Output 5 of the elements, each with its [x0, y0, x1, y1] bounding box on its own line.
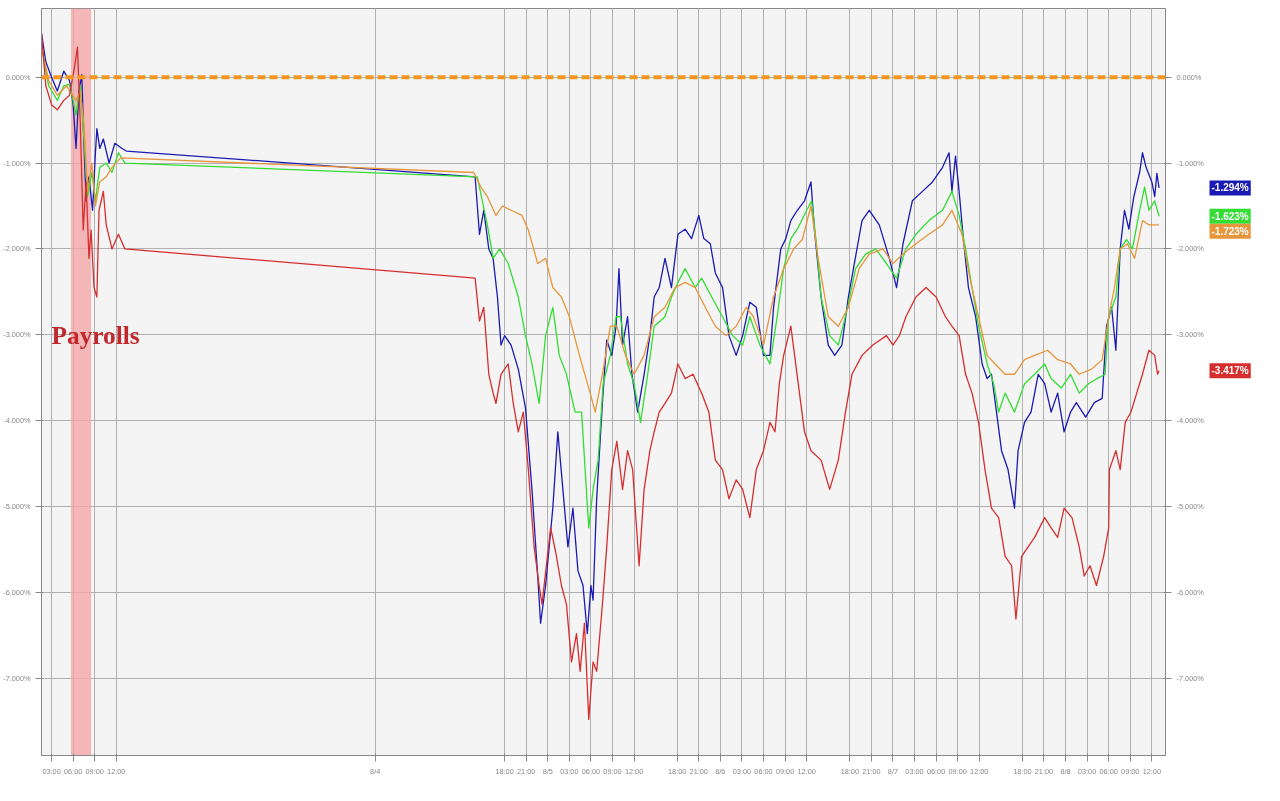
text: -1.623%: [1211, 210, 1249, 222]
text: -1.723%: [1211, 225, 1249, 237]
band-label: Payrolls: [51, 320, 140, 349]
text: -1.294%: [1211, 182, 1249, 194]
text: -3.417%: [1211, 365, 1249, 377]
